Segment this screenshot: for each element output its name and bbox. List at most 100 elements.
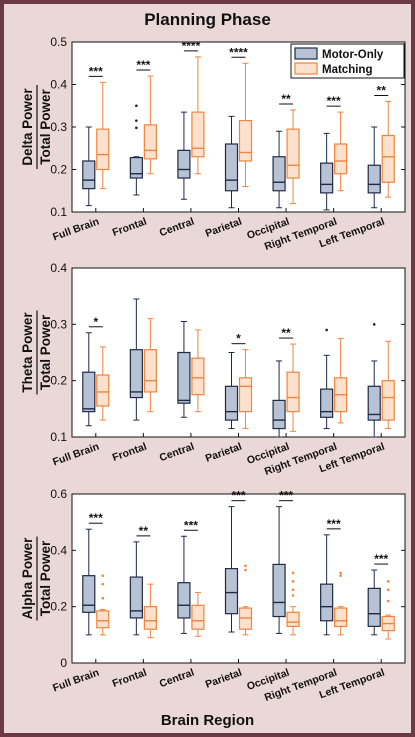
y-axis-label-numerator: Alpha Power [20, 537, 35, 620]
matching-box [286, 128, 300, 179]
matching-box [381, 134, 395, 183]
significance-stars: * [236, 332, 241, 346]
x-tick-label: Parietal [204, 441, 244, 465]
motor-only-box [320, 388, 334, 418]
motor-only-box [129, 576, 143, 619]
motor-only-box [177, 351, 191, 404]
matching-outlier [244, 564, 247, 568]
y-tick-label: 0.6 [50, 487, 67, 501]
matching-outlier [291, 588, 295, 592]
motor-only-outlier [372, 323, 376, 326]
significance-stars: *** [184, 518, 198, 532]
matching-box [191, 604, 205, 630]
motor-only-box [320, 583, 334, 622]
significance-stars: ** [281, 92, 291, 106]
y-tick-label: 0.4 [50, 78, 67, 92]
matching-outlier [339, 574, 342, 577]
significance-stars: *** [89, 511, 103, 525]
matching-outlier [101, 596, 105, 600]
motor-only-box [82, 160, 96, 190]
x-tick-label: Frontal [111, 667, 149, 690]
matching-box [96, 128, 110, 171]
matching-outlier [244, 568, 247, 572]
chart-title: Planning Phase [144, 10, 271, 29]
matching-box [143, 124, 157, 160]
legend-swatch [294, 62, 318, 75]
motor-only-box [177, 582, 191, 619]
matching-box [238, 120, 253, 162]
motor-only-box [177, 149, 191, 179]
motor-only-box [224, 143, 239, 192]
motor-only-box [320, 162, 334, 194]
y-tick-label: 0.2 [50, 374, 67, 388]
legend-label: Motor-Only [322, 49, 384, 61]
matching-box [334, 607, 348, 627]
motor-only-box [367, 164, 381, 194]
significance-stars: *** [136, 58, 150, 72]
matching-outlier [339, 571, 342, 575]
matching-outlier [101, 574, 105, 577]
x-tick-label: Full Brain [51, 441, 101, 469]
motor-only-box [82, 575, 96, 613]
y-tick-label: 0.2 [50, 163, 67, 177]
significance-stars: *** [89, 64, 103, 78]
motor-only-box [129, 157, 143, 179]
matching-box [286, 611, 300, 627]
matching-box [238, 607, 253, 630]
matching-outlier [291, 580, 295, 583]
matching-box [334, 143, 348, 175]
x-tick-label: Central [158, 441, 196, 465]
motor-only-outlier [135, 104, 138, 108]
y-tick-label: 0.2 [50, 600, 67, 614]
legend-swatch [294, 47, 318, 60]
x-tick-label: Central [158, 216, 196, 240]
motor-only-box [272, 399, 286, 430]
matching-outlier [101, 582, 105, 586]
motor-only-box [367, 587, 381, 627]
y-tick-label: 0.3 [50, 120, 67, 134]
x-tick-label: Parietal [204, 216, 244, 240]
significance-stars: *** [374, 552, 388, 566]
matching-outlier [386, 599, 390, 603]
matching-box [143, 349, 157, 393]
significance-stars: *** [327, 94, 341, 108]
matching-outlier [291, 571, 295, 575]
motor-only-box [272, 563, 286, 618]
matching-box [191, 357, 205, 396]
x-tick-label: Parietal [204, 667, 244, 691]
matching-box [238, 377, 253, 413]
significance-stars: ** [139, 524, 149, 538]
y-tick-label: 0.3 [50, 317, 67, 331]
y-tick-label: 0.1 [50, 430, 67, 444]
motor-only-box [224, 568, 239, 615]
significance-stars: **** [229, 45, 248, 59]
matching-box [96, 374, 110, 407]
x-tick-label: Full Brain [51, 667, 101, 695]
y-tick-label: 0.1 [50, 205, 67, 219]
y-tick-label: 0 [60, 656, 67, 670]
motor-only-outlier [135, 126, 138, 130]
x-axis-label: Brain Region [160, 712, 255, 729]
y-tick-label: 0.5 [50, 35, 67, 49]
matching-outlier [386, 588, 390, 592]
x-tick-label: Frontal [111, 216, 149, 239]
matching-outlier [291, 594, 295, 597]
motor-only-box [224, 385, 239, 421]
x-tick-label: Frontal [111, 441, 149, 464]
x-tick-label: Central [158, 667, 196, 691]
legend-label: Matching [322, 64, 372, 76]
motor-only-box [272, 156, 286, 192]
motor-only-outlier [325, 328, 328, 332]
matching-outlier [386, 580, 390, 583]
significance-stars: ** [377, 84, 387, 98]
chart-canvas: 0.1 0.2 0.3 0.4 0.5 Delta Power Total Power Ful… [20, 35, 406, 704]
significance-stars: **** [182, 39, 201, 53]
matching-box [381, 380, 395, 421]
y-axis-label-denominator: Total Power [38, 540, 53, 616]
motor-only-outlier [135, 119, 138, 122]
motor-only-box [367, 385, 381, 421]
significance-stars: * [93, 315, 98, 329]
significance-stars: *** [231, 489, 245, 503]
matching-box [191, 111, 205, 158]
y-axis-label-numerator: Delta Power [20, 88, 35, 166]
